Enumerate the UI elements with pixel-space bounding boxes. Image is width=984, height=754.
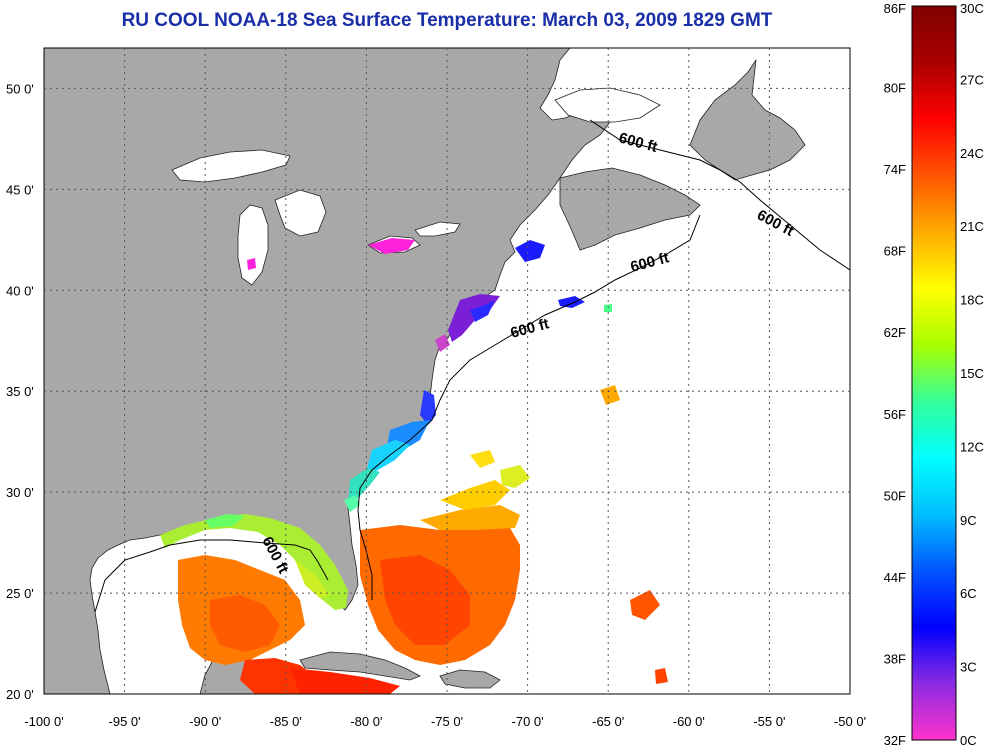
colorbar-celsius-labels: 30C 27C 24C 21C 18C 15C 12C 9C 6C 3C 0C [960,1,984,748]
colorbar-c-label: 24C [960,146,984,161]
lat-tick-label: 25 0' [6,586,34,601]
colorbar-c-label: 15C [960,366,984,381]
colorbar: 86F 80F 74F 68F 62F 56F 50F 44F 38F 32F 30C 27C 24C… [884,1,984,748]
map-gridlines [44,48,850,694]
colorbar-c-label: 9C [960,513,977,528]
colorbar-f-label: 62F [884,325,906,340]
colorbar-f-label: 32F [884,733,906,748]
colorbar-f-label: 44F [884,570,906,585]
lon-tick-label: -50 0' [834,714,866,729]
colorbar-c-label: 0C [960,733,977,748]
colorbar-f-label: 74F [884,162,906,177]
lon-tick-label: -55 0' [753,714,785,729]
lat-tick-label: 45 0' [6,182,34,197]
colorbar-f-label: 38F [884,651,906,666]
cuba-land [299,651,421,681]
depth-contour-600ft [94,119,850,613]
colorbar-c-label: 30C [960,1,984,16]
lon-tick-label: -65 0' [592,714,624,729]
lon-tick-label: -85 0' [270,714,302,729]
colorbar-f-label: 56F [884,407,906,422]
lat-tick-label: 50 0' [6,81,34,96]
colorbar-c-label: 27C [960,72,984,87]
lat-tick-label: 30 0' [6,485,34,500]
lat-tick-label: 35 0' [6,384,34,399]
lon-tick-label: -60 0' [673,714,705,729]
maritimes-land [559,167,701,251]
newfoundland-land [689,59,806,181]
colorbar-f-label: 68F [884,244,906,259]
lat-tick-label: 40 0' [6,283,34,298]
lon-tick-label: -70 0' [512,714,544,729]
lon-tick-label: -90 0' [189,714,221,729]
sst-data [160,238,668,694]
colorbar-c-label: 6C [960,586,977,601]
colorbar-c-label: 18C [960,293,984,308]
lon-tick-label: -80 0' [350,714,382,729]
colorbar-c-label: 12C [960,439,984,454]
colorbar-gradient [911,5,957,741]
colorbar-f-label: 86F [884,1,906,16]
lon-tick-label: -95 0' [109,714,141,729]
colorbar-fahrenheit-labels: 86F 80F 74F 68F 62F 56F 50F 44F 38F 32F [884,1,906,748]
hispaniola-land [439,669,501,689]
colorbar-f-label: 80F [884,81,906,96]
colorbar-c-label: 3C [960,660,977,675]
map-title: RU COOL NOAA-18 Sea Surface Temperature:… [121,10,773,31]
colorbar-c-label: 21C [960,219,984,234]
lon-tick-label: -75 0' [431,714,463,729]
lon-tick-label: -100 0' [24,714,63,729]
lat-tick-label: 20 0' [6,687,34,702]
map-axis-labels: 50 0' 45 0' 40 0' 35 0' 30 0' 25 0' 20 0' -100 … [6,81,866,729]
colorbar-f-label: 50F [884,488,906,503]
